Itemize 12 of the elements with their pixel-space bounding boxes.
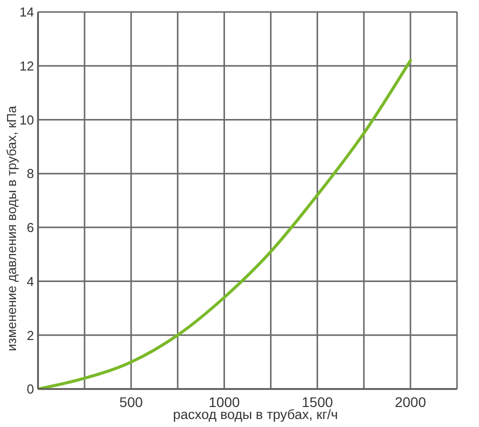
- y-tick-label: 0: [26, 382, 34, 397]
- y-tick-label: 10: [20, 112, 34, 128]
- y-tick-label: 12: [20, 58, 34, 74]
- x-tick-label: 500: [119, 394, 144, 410]
- y-tick-label: 6: [26, 220, 34, 236]
- x-tick-label: 2000: [394, 394, 426, 410]
- y-tick-label: 4: [26, 274, 34, 289]
- y-axis-title: изменение давления воды в трубах, кПа: [4, 105, 18, 352]
- y-tick-label: 8: [26, 166, 34, 182]
- y-tick-label: 2: [26, 328, 34, 343]
- line-series: [38, 58, 412, 389]
- y-tick-label: 14: [20, 4, 34, 20]
